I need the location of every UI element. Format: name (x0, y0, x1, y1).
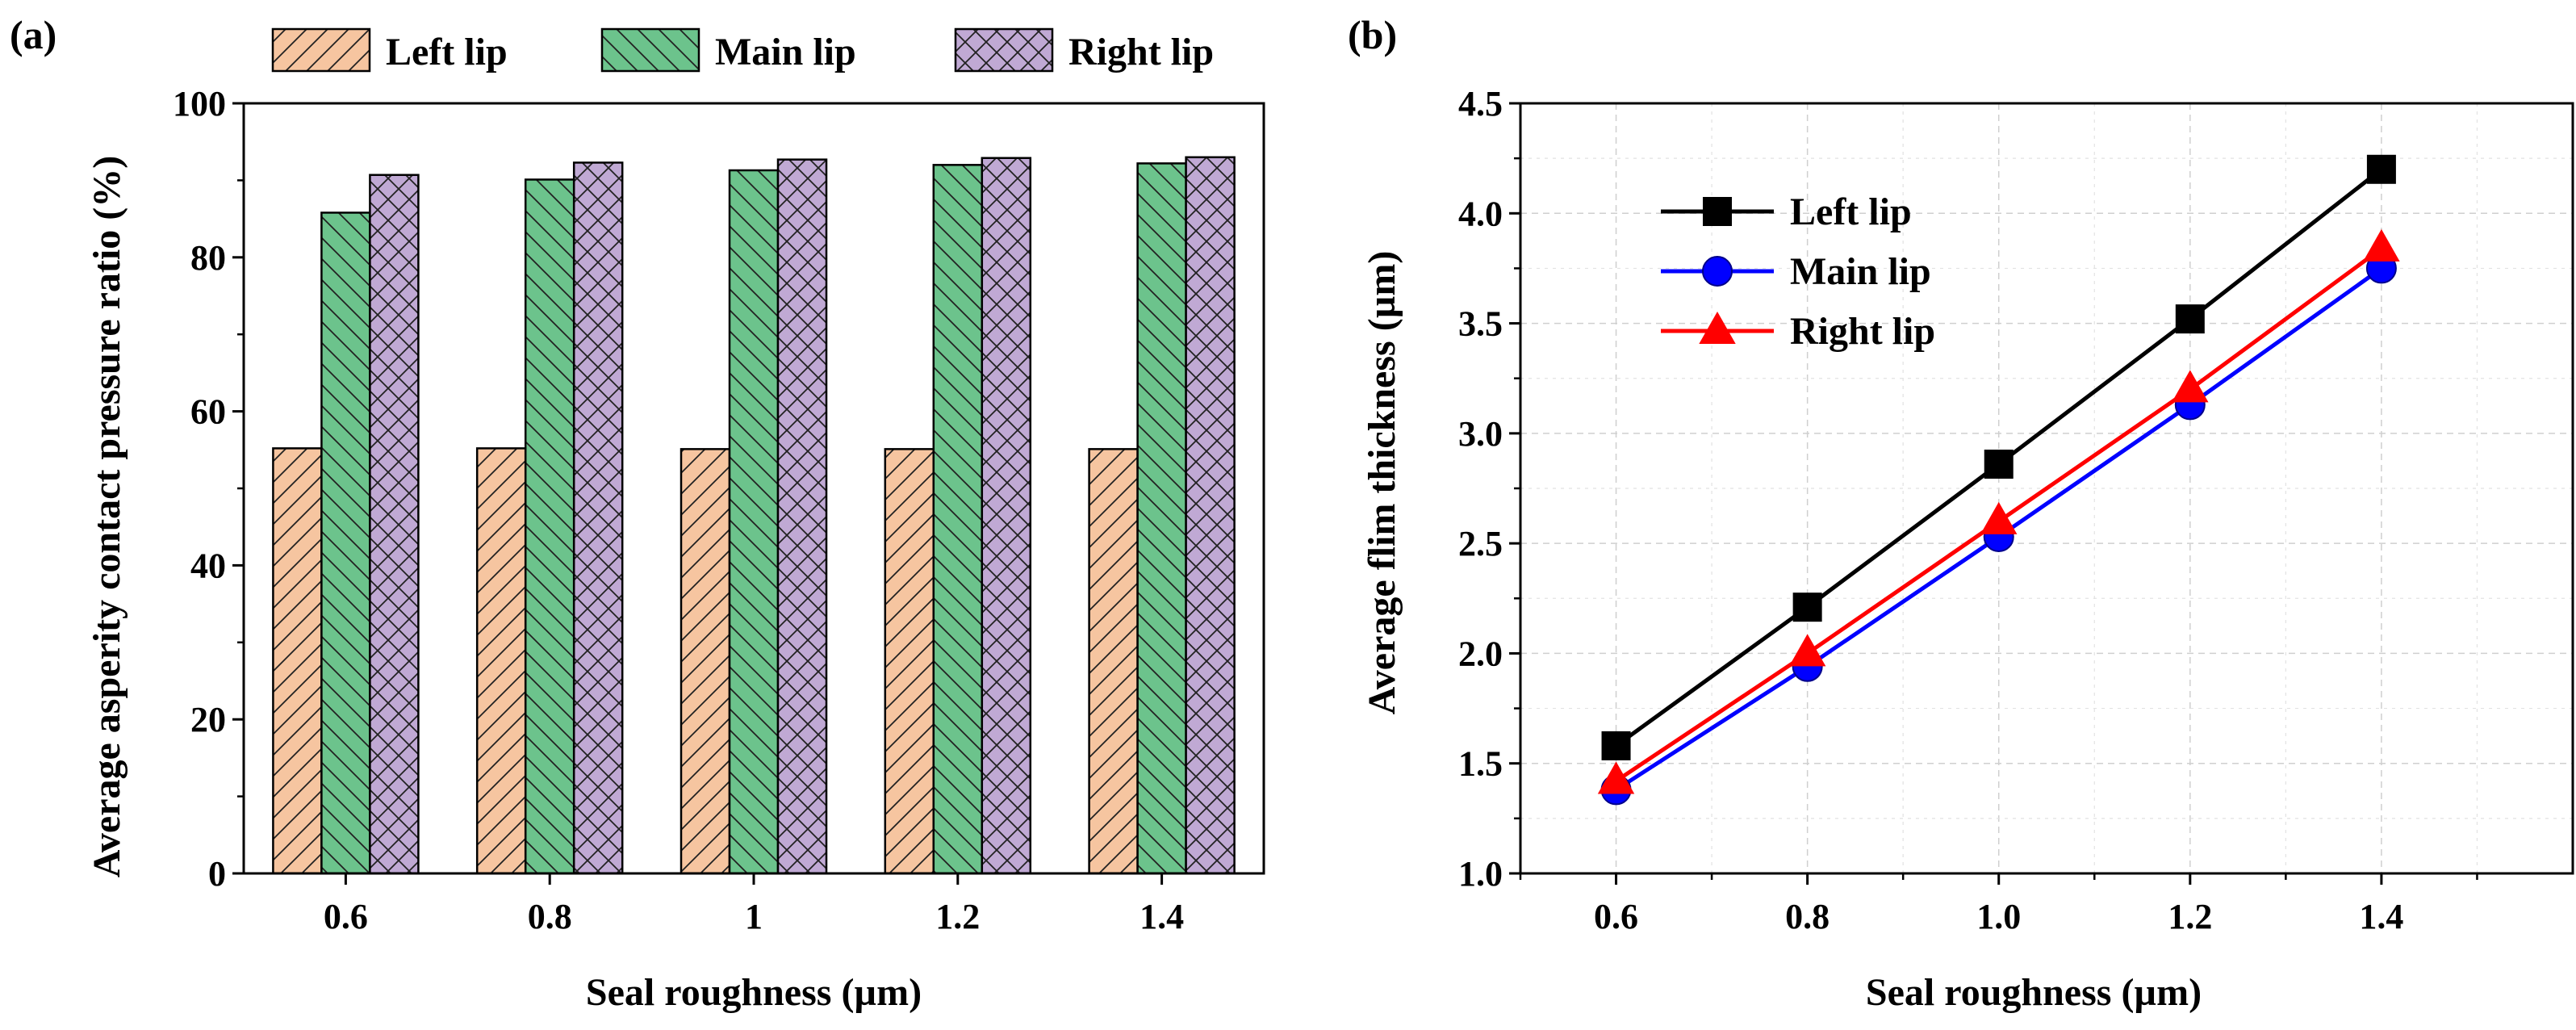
data-point-right-lip (1788, 634, 1826, 667)
y-tick-label: 60 (190, 392, 226, 432)
bar-right-lip (981, 157, 1032, 875)
data-point-right-lip (1980, 501, 2018, 534)
x-tick-label: 0.6 (324, 897, 368, 936)
panel-a-bar-chart: 0.6 0.8 1 1.2 1.4 0 20 40 60 80 100 Left lip Main li… (173, 27, 1265, 936)
bar-left-lip (475, 447, 527, 875)
panel-a-label: (a) (10, 12, 56, 57)
y-tick-label: 2.5 (1458, 524, 1503, 563)
bar-right-lip (1185, 156, 1236, 875)
y-tick-label: 3.0 (1458, 414, 1503, 454)
x-tick-label: 0.6 (1594, 897, 1638, 936)
data-point-right-lip (2172, 370, 2209, 403)
panel-a-y-axis-title: Average asperity contact pressure ratio … (86, 156, 128, 877)
x-tick-label: 0.8 (528, 897, 572, 936)
bar-left-lip (884, 448, 935, 875)
y-tick-label: 100 (173, 84, 226, 124)
bar-main-lip (932, 164, 984, 875)
y-tick-label: 2.0 (1458, 634, 1503, 673)
y-tick-label: 80 (190, 238, 226, 278)
data-point-left-lip (1984, 450, 2014, 479)
legend-label: Right lip (1790, 310, 1935, 353)
y-tick-label: 40 (190, 546, 226, 585)
x-tick-label: 1.4 (2359, 897, 2403, 936)
bar-right-lip (369, 174, 420, 875)
x-tick-label: 0.8 (1785, 897, 1830, 936)
data-point-right-lip (2363, 228, 2400, 262)
bar-main-lip (728, 169, 780, 875)
panel-a-x-axis-title: Seal roughness (µm) (586, 971, 922, 1014)
data-point-left-lip (2175, 304, 2205, 334)
bar-right-lip (776, 158, 828, 875)
y-tick-label: 1.5 (1458, 744, 1503, 784)
panel-b-line-chart: 0.6 0.8 1.0 1.2 1.4 1.0 1.5 2.0 2.5 3.0 3.5 4.0 4.5 L… (1458, 84, 2574, 936)
y-tick-label: 4.0 (1458, 194, 1503, 233)
legend-marker-left-lip (1703, 197, 1732, 226)
legend-swatch-right-lip (954, 27, 1054, 73)
legend-label: Main lip (1790, 250, 1931, 293)
legend-label: Main lip (715, 31, 856, 73)
x-tick-label: 1.0 (1976, 897, 2021, 936)
panel-b-x-axis-title: Seal roughness (µm) (1866, 971, 2202, 1014)
y-tick-label: 20 (190, 700, 226, 739)
bar-right-lip (572, 161, 624, 875)
data-point-left-lip (1601, 731, 1631, 760)
data-point-left-lip (1792, 592, 1822, 622)
bar-left-lip (1088, 448, 1139, 875)
legend-swatch-left-lip (271, 27, 371, 73)
x-tick-label: 1.2 (2168, 897, 2212, 936)
legend-label: Left lip (386, 31, 508, 73)
y-tick-label: 1.0 (1458, 854, 1503, 894)
bar-main-lip (1136, 162, 1187, 875)
panel-b-y-axis-title: Average flim thickness (µm) (1361, 251, 1403, 715)
x-tick-label: 1.4 (1140, 897, 1184, 936)
legend-marker-right-lip (1699, 311, 1736, 344)
bar-main-lip (524, 178, 575, 875)
legend-label: Left lip (1790, 191, 1912, 233)
y-tick-label: 0 (208, 854, 226, 894)
x-tick-label: 1.2 (935, 897, 980, 936)
legend-marker-main-lip (1702, 256, 1733, 287)
y-tick-label: 4.5 (1458, 84, 1503, 124)
bar-left-lip (680, 448, 731, 875)
panel-b-label: (b) (1348, 12, 1397, 57)
data-point-left-lip (2366, 154, 2396, 184)
bar-left-lip (272, 447, 323, 875)
y-tick-label: 3.5 (1458, 304, 1503, 344)
legend-swatch-main-lip (600, 27, 700, 73)
legend-label: Right lip (1068, 31, 1214, 73)
data-point-right-lip (1597, 761, 1635, 794)
x-tick-label: 1 (745, 897, 763, 936)
bar-main-lip (320, 211, 371, 875)
